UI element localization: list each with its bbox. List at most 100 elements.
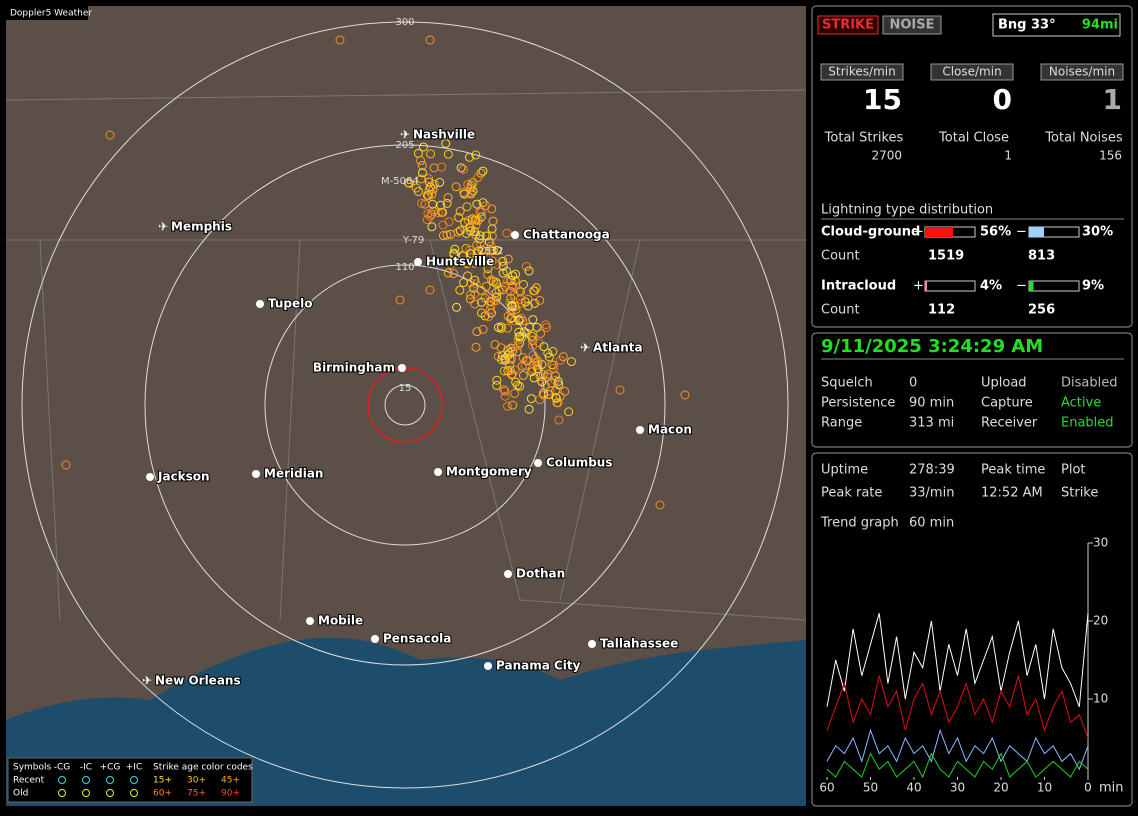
strike-symbol (529, 373, 539, 383)
marker-label: 2532 (478, 246, 503, 257)
airport-icon: ✈ (142, 674, 152, 688)
strike-symbol (542, 372, 552, 382)
y-tick-label: 20 (1093, 614, 1108, 628)
strike-symbol (449, 248, 459, 258)
sign: + (913, 225, 924, 240)
strike-symbol (560, 386, 570, 396)
stats-panel (811, 452, 1133, 807)
strike-symbol (478, 324, 488, 334)
strike-symbol (515, 294, 525, 304)
city-label: Dothan (516, 567, 565, 581)
strike-symbol (486, 300, 496, 310)
strike-symbol (491, 277, 501, 287)
city-label: Columbus (546, 456, 613, 470)
strike-symbol (515, 381, 525, 391)
stat-text: Strike (1061, 486, 1098, 501)
city-label: Tupelo (268, 297, 313, 311)
strike-symbol (513, 335, 523, 345)
city-label: Atlanta (593, 341, 643, 355)
strike-symbol (499, 366, 509, 376)
strike-symbol (538, 370, 548, 380)
setting-text: 0 (909, 376, 917, 391)
strike-symbol (528, 315, 538, 325)
strike-symbol (468, 178, 478, 188)
rate-value: 1 (1103, 83, 1122, 116)
range-label: 110 (395, 262, 414, 273)
strike-symbol (518, 370, 528, 380)
distance: 94mi (1082, 18, 1118, 33)
age-label: 60+ (153, 789, 172, 799)
strike-symbol (425, 211, 435, 221)
age-label: 75+ (187, 789, 206, 799)
strike-symbol (508, 369, 518, 379)
city-label: Huntsville (426, 255, 494, 269)
strike-symbol (471, 220, 481, 230)
strike-symbol (493, 351, 503, 361)
stat-text: 278:39 (909, 463, 955, 478)
x-tick-label: 30 (950, 781, 965, 795)
sign: − (1016, 225, 1027, 240)
strike-symbol (539, 342, 549, 352)
strike-symbol (520, 361, 530, 371)
noise-button[interactable] (882, 15, 942, 35)
stat-text: Uptime (821, 463, 868, 478)
city-label: Birmingham (313, 361, 395, 375)
bar (1029, 227, 1044, 237)
total-value: 1 (1004, 149, 1012, 163)
setting-text: Active (1061, 396, 1101, 411)
y-tick-label: 30 (1093, 536, 1108, 550)
count: 112 (928, 303, 955, 318)
strike-symbol (493, 322, 503, 332)
strike-symbol (426, 149, 436, 159)
legend-symbol (130, 776, 138, 784)
trend-line (826, 613, 1089, 707)
strike-symbol (531, 358, 541, 368)
strike-symbol (472, 199, 482, 209)
range-label: 300 (395, 17, 414, 28)
strike-button[interactable] (817, 15, 879, 35)
setting-text: Disabled (1061, 376, 1117, 391)
stat-text: Peak time (981, 463, 1045, 478)
legend-header: -IC (80, 763, 92, 773)
strike-symbol (471, 279, 481, 289)
strike-symbol (466, 183, 476, 193)
legend-symbol (130, 789, 138, 797)
strike-symbol (547, 360, 557, 370)
legend-label: Recent (13, 776, 45, 786)
strike-symbol (491, 288, 501, 298)
strike-symbol (427, 222, 437, 232)
strike-symbol (506, 344, 516, 354)
strike-symbol (528, 350, 538, 360)
total-label: Total Strikes (824, 131, 904, 146)
strike-symbol (552, 398, 562, 408)
count-label: Count (821, 249, 860, 264)
city-dot (636, 426, 644, 434)
strike-symbol (486, 296, 496, 306)
strike-symbol (464, 152, 474, 162)
strike-symbol (502, 401, 512, 411)
strike-symbol (558, 352, 568, 362)
strike-symbol (506, 293, 516, 303)
city-dot (371, 635, 379, 643)
strike-symbol (503, 366, 513, 376)
strike-symbol (488, 277, 498, 287)
type-name: Cloud-ground (821, 225, 920, 240)
strike-symbol (424, 177, 434, 187)
strike-symbol (524, 266, 534, 276)
count: 1519 (928, 249, 964, 264)
legend-header: +IC (126, 763, 142, 773)
strike-symbol (470, 215, 480, 225)
strike-symbol (508, 280, 518, 290)
strike-symbol (471, 342, 481, 352)
strike-symbol (417, 168, 427, 178)
strike-symbol (498, 268, 508, 278)
noise-button-label[interactable]: NOISE (889, 18, 934, 33)
strike-symbol (473, 173, 483, 183)
strike-symbol (487, 231, 497, 241)
strike-button-label[interactable]: STRIKE (822, 18, 874, 33)
strike-symbol (469, 258, 479, 268)
age-label: 30+ (187, 776, 206, 786)
legend-label: Old (13, 789, 28, 799)
setting-text: Upload (981, 376, 1027, 391)
